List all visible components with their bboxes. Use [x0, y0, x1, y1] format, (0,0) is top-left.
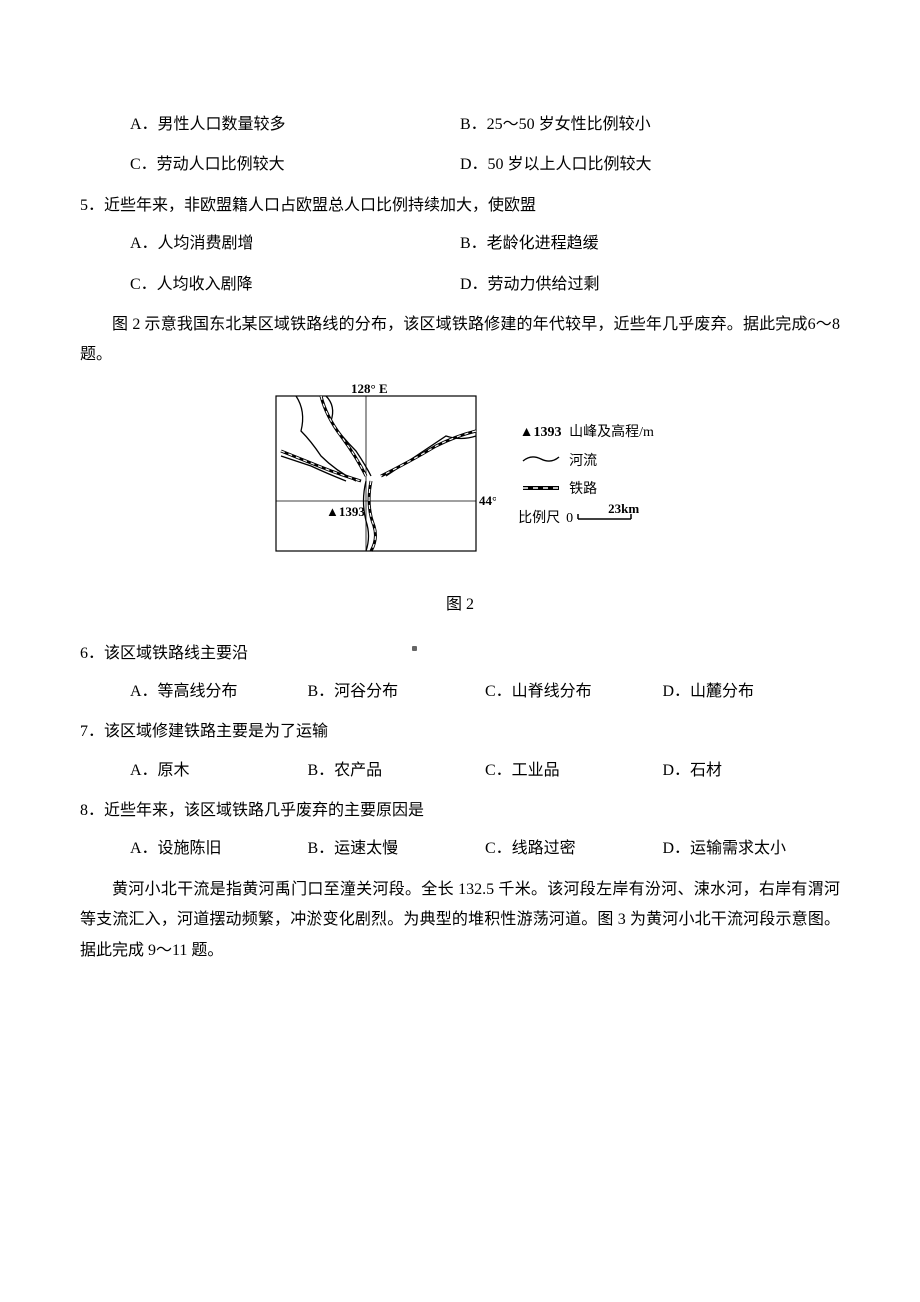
legend-scale: 比例尺 0 23km [518, 506, 654, 533]
q7-option-b: B．农产品 [308, 756, 486, 786]
q7-option-d: D．石材 [663, 756, 841, 786]
q5-option-a: A．人均消费剧增 [130, 229, 460, 259]
q6-stem: 6．该区域铁路线主要沿 [80, 639, 840, 669]
map-svg-wrap: 128° E 44° N ▲1393 [266, 381, 496, 572]
q6-options: A．等高线分布 B．河谷分布 C．山脊线分布 D．山麓分布 [80, 677, 840, 707]
q4-options-row2: C．劳动人口比例较大 D．50 岁以上人口比例较大 [80, 150, 840, 180]
q7-stem: 7．该区域修建铁路主要是为了运输 [80, 717, 840, 747]
map-legend: ▲1393 山峰及高程/m 河流 铁路 比例尺 0 23km [518, 418, 654, 534]
lon-label: 128° E [351, 381, 388, 396]
legend-rail-label: 铁路 [569, 477, 597, 504]
q7-option-c: C．工业品 [485, 756, 663, 786]
peak-icon: ▲1393 [518, 420, 563, 447]
map-svg: 128° E 44° N ▲1393 [266, 381, 496, 561]
q8-option-b: B．运速太慢 [308, 834, 486, 864]
figure2-caption: 图 2 [80, 590, 840, 620]
q8-option-c: C．线路过密 [485, 834, 663, 864]
q4-options-row1: A．男性人口数量较多 B．25～50 岁女性比例较小 [80, 110, 840, 140]
q8-option-a: A．设施陈旧 [130, 834, 308, 864]
scale-zero: 0 [566, 506, 573, 533]
q4-option-a: A．男性人口数量较多 [130, 110, 460, 140]
peak-label: ▲1393 [326, 504, 365, 519]
q6-option-d: D．山麓分布 [663, 677, 841, 707]
q8-options: A．设施陈旧 B．运速太慢 C．线路过密 D．运输需求太小 [80, 834, 840, 864]
q8-stem: 8．近些年来，该区域铁路几乎废弃的主要原因是 [80, 796, 840, 826]
q5-options-row2: C．人均收入剧降 D．劳动力供给过剩 [80, 270, 840, 300]
q6-option-a: A．等高线分布 [130, 677, 308, 707]
q8-option-d: D．运输需求太小 [663, 834, 841, 864]
lat-label: 44° N [479, 493, 496, 508]
rail-icon [518, 477, 563, 504]
q4-option-d: D．50 岁以上人口比例较大 [460, 150, 840, 180]
legend-peak: ▲1393 山峰及高程/m [518, 420, 654, 447]
q5-option-c: C．人均收入剧降 [130, 270, 460, 300]
q6-option-b: B．河谷分布 [308, 677, 486, 707]
figure-2: 128° E 44° N ▲1393 ▲1393 山峰及高程/m [80, 381, 840, 572]
legend-river-label: 河流 [569, 449, 597, 476]
legend-peak-label: 山峰及高程/m [569, 420, 654, 447]
page-marker-dot [412, 646, 417, 651]
q6-option-c: C．山脊线分布 [485, 677, 663, 707]
q7-option-a: A．原木 [130, 756, 308, 786]
q5-option-d: D．劳动力供给过剩 [460, 270, 840, 300]
q5-option-b: B．老龄化进程趋缓 [460, 229, 840, 259]
river-icon [518, 449, 563, 476]
q5-options-row1: A．人均消费剧增 B．老龄化进程趋缓 [80, 229, 840, 259]
scale-prefix: 比例尺 [518, 506, 560, 533]
q5-stem: 5．近些年来，非欧盟籍人口占欧盟总人口比例持续加大，使欧盟 [80, 191, 840, 221]
q4-option-c: C．劳动人口比例较大 [130, 150, 460, 180]
scale-value: 23km [608, 497, 639, 522]
q4-option-b: B．25～50 岁女性比例较小 [460, 110, 840, 140]
q7-options: A．原木 B．农产品 C．工业品 D．石材 [80, 756, 840, 786]
passage-fig3: 黄河小北干流是指黄河禹门口至潼关河段。全长 132.5 千米。该河段左岸有汾河、… [80, 875, 840, 966]
legend-river: 河流 [518, 449, 654, 476]
passage-fig2: 图 2 示意我国东北某区域铁路线的分布，该区域铁路修建的年代较早，近些年几乎废弃… [80, 310, 840, 371]
